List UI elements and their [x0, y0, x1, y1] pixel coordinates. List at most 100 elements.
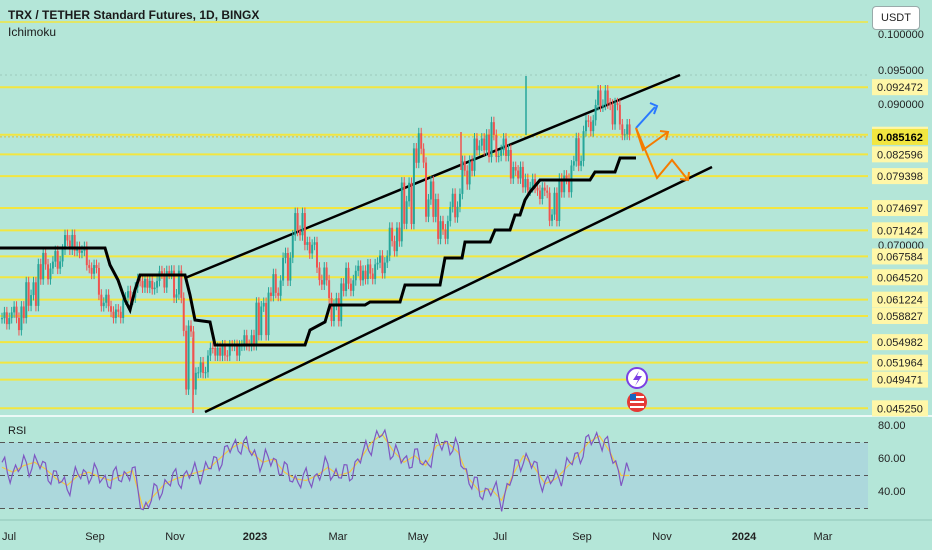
- candle-body: [628, 124, 631, 135]
- candle-body: [170, 270, 173, 274]
- candle-body: [303, 213, 306, 245]
- candle-body: [274, 274, 277, 293]
- candle-body: [546, 190, 549, 193]
- candle-body: [66, 235, 69, 241]
- candle-body: [257, 302, 260, 336]
- candle-body: [500, 150, 503, 156]
- candle-body: [146, 279, 149, 288]
- candle-body: [614, 103, 617, 125]
- candle-body: [265, 302, 268, 336]
- candle-body: [10, 312, 13, 319]
- candle-body: [505, 138, 507, 156]
- candle-body: [461, 161, 464, 194]
- candle-body: [313, 242, 316, 245]
- candle-body: [56, 251, 59, 269]
- candle-body: [468, 160, 471, 185]
- indicator-label[interactable]: Ichimoku: [8, 25, 57, 39]
- candle-body: [429, 181, 432, 200]
- candle-body: [357, 265, 360, 271]
- candle-body: [25, 282, 28, 319]
- candle-body: [473, 138, 476, 171]
- candle-body: [466, 170, 469, 185]
- level-label: 0.082596: [877, 149, 923, 161]
- candle-body: [165, 271, 168, 288]
- candle-body: [400, 182, 403, 242]
- candle-body: [592, 120, 595, 132]
- candle-body: [260, 306, 263, 336]
- candle-body: [206, 355, 209, 373]
- projection-arrow-blue-head: [649, 102, 659, 115]
- candle-body: [95, 265, 98, 268]
- candle-body: [584, 120, 587, 132]
- level-label-box: [872, 334, 928, 351]
- candle-body: [204, 372, 207, 374]
- candle-body: [8, 318, 11, 325]
- candle-body: [485, 134, 488, 151]
- candle-body: [129, 291, 132, 300]
- candle-body: [517, 170, 520, 179]
- candle-body: [156, 280, 159, 288]
- candle-body: [587, 120, 590, 122]
- candle-body: [379, 255, 381, 263]
- level-label: 0.064520: [877, 272, 923, 284]
- candle-body: [68, 240, 71, 250]
- candle-body: [449, 207, 452, 222]
- candle-body: [359, 265, 362, 281]
- candle-body: [228, 345, 231, 356]
- candle-body: [345, 267, 348, 291]
- candle-body: [553, 192, 556, 215]
- candle-body: [575, 138, 578, 162]
- candle-body: [463, 161, 466, 171]
- chart-title: TRX / TETHER Standard Futures, 1D, BINGX: [8, 8, 260, 22]
- candle-body: [366, 264, 369, 280]
- candle-body: [182, 297, 185, 331]
- rsi-label[interactable]: RSI: [8, 425, 27, 437]
- candle-body: [39, 264, 42, 280]
- currency-button[interactable]: USDT: [872, 6, 920, 30]
- candle-body: [143, 279, 146, 288]
- candle-body: [568, 178, 570, 193]
- candle-body: [34, 282, 37, 306]
- candle-body: [59, 261, 62, 269]
- candle-body: [521, 166, 524, 188]
- candle-body: [616, 103, 619, 105]
- candle-body: [15, 306, 18, 318]
- current-price-label: 0.085162: [877, 132, 923, 144]
- candle-body: [541, 187, 544, 199]
- candle-body: [216, 347, 219, 356]
- candle-body: [454, 193, 457, 218]
- candle-body: [352, 280, 355, 291]
- candle-body: [383, 262, 386, 274]
- level-label: 0.045250: [877, 403, 923, 415]
- candle-body: [223, 345, 226, 356]
- time-axis-label: 2023: [243, 531, 267, 543]
- level-label: 0.058827: [877, 311, 923, 323]
- candle-body: [437, 199, 440, 239]
- time-axis-label: 2024: [732, 531, 757, 543]
- candle-body: [78, 247, 81, 253]
- candle-body: [623, 134, 626, 136]
- candle-body: [395, 227, 398, 252]
- level-label: 0.049471: [877, 375, 923, 387]
- candle-body: [190, 325, 192, 332]
- candle-body: [563, 175, 566, 193]
- candle-body: [187, 325, 190, 390]
- candle-body: [117, 309, 120, 312]
- candle-body: [330, 298, 333, 322]
- lightning-icon-glyph: [633, 371, 642, 386]
- candle-body: [347, 267, 350, 284]
- candle-body: [444, 229, 447, 239]
- candle-body: [44, 252, 47, 265]
- level-label: 0.051964: [877, 358, 923, 370]
- candle-body: [391, 227, 394, 242]
- candle-body: [320, 280, 323, 285]
- candle-body: [374, 264, 377, 279]
- candle-body: [185, 330, 188, 390]
- candle-body: [61, 249, 64, 262]
- price-axis-tick: 0.100000: [878, 29, 924, 41]
- candle-body: [173, 270, 176, 298]
- flag-stripe: [630, 401, 644, 403]
- candle-body: [420, 133, 423, 149]
- level-label-box: [872, 371, 928, 388]
